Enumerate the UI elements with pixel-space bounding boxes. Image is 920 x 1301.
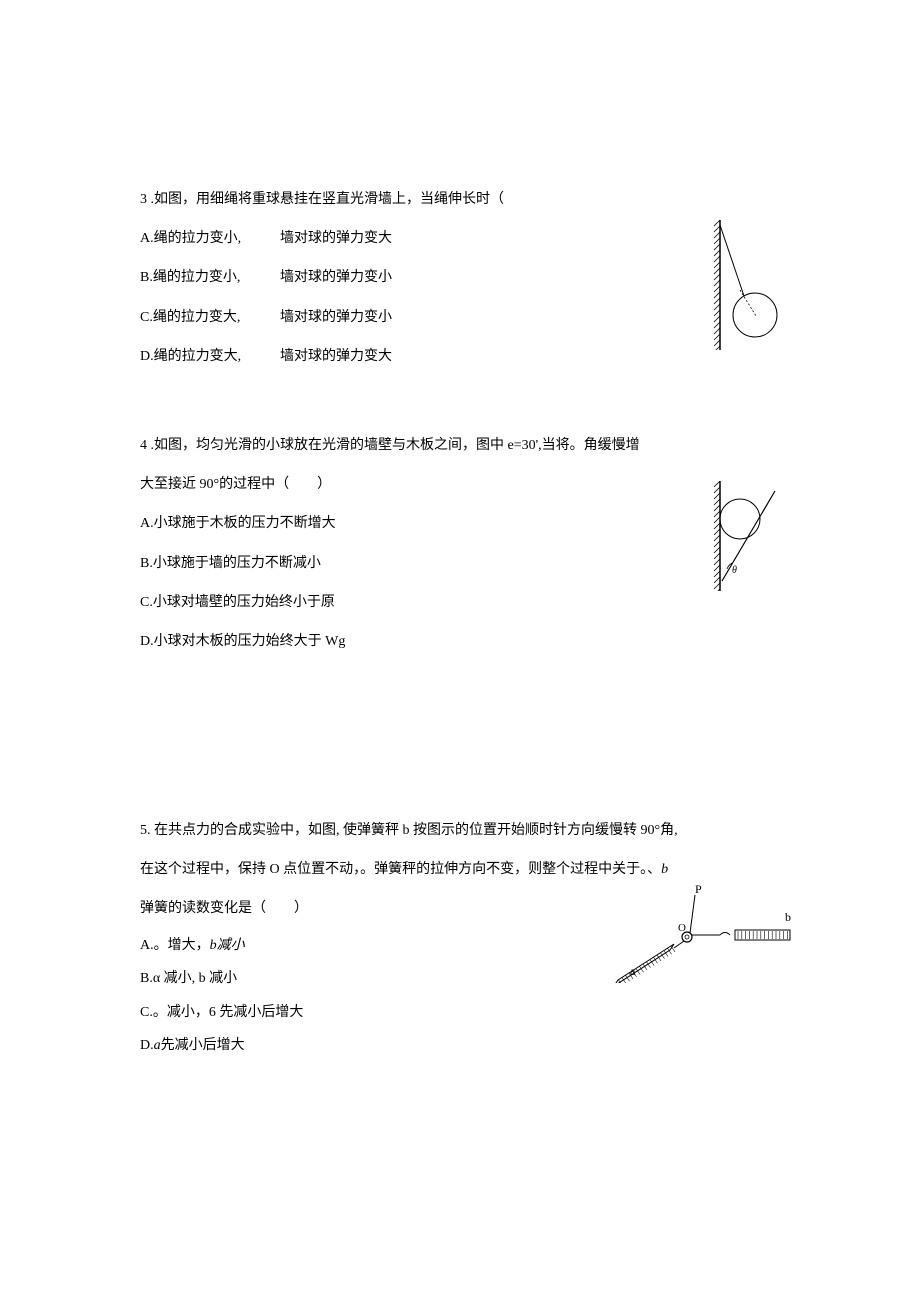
svg-text:a: a [630, 964, 636, 978]
svg-text:b: b [785, 910, 791, 924]
q4-number: 4 [140, 438, 147, 453]
q4-line1-text: .如图，均匀光滑的小球放在光滑的墙壁与木板之间，图中 e=30',当将。角缓慢增 [147, 438, 640, 453]
q3-a-part1: A.绳的拉力变小, [140, 219, 280, 258]
q5-c-pre: C.。减小，6 先减小后增大 [140, 996, 303, 1030]
q5-figure: P Oa b [600, 883, 800, 983]
q3-figure [700, 220, 780, 350]
q3-option-d: D.绳的拉力变大, 墙对球的弹力变大 [140, 337, 790, 376]
q5-d-mid: a [154, 1029, 161, 1063]
q3-option-c: C.绳的拉力变大, 墙对球的弹力变小 [140, 298, 790, 337]
q4-b-text: B.小球施于墙的压力不断减小 [140, 544, 321, 583]
q3-option-a: A.绳的拉力变小, 墙对球的弹力变大 [140, 219, 790, 258]
q5-option-d: D.a 先减小后增大 [140, 1029, 790, 1063]
q5-line2-b: b [661, 862, 668, 877]
q3-a-part2: 墙对球的弹力变大 [280, 219, 392, 258]
q5-d-post: 先减小后增大 [161, 1029, 245, 1063]
question-3: 3 .如图，用细绳将重球悬挂在竖直光滑墙上，当绳伸长时（ A.绳的拉力变小, 墙… [140, 180, 790, 376]
q4-option-a: A.小球施于木板的压力不断增大 [140, 504, 790, 543]
q3-b-part1: B.绳的拉力变小, [140, 258, 280, 297]
q4-option-c: C.小球对墙壁的压力始终小于原 [140, 583, 790, 622]
q5-a-mid: b [210, 929, 217, 963]
q5-option-c: C.。减小，6 先减小后增大 [140, 996, 790, 1030]
q3-b-part2: 墙对球的弹力变小 [280, 258, 392, 297]
spacer [140, 711, 790, 811]
q3-c-part1: C.绳的拉力变大, [140, 298, 280, 337]
question-4: 4 .如图，均匀光滑的小球放在光滑的墙壁与木板之间，图中 e=30',当将。角缓… [140, 426, 790, 661]
q4-d-text: D.小球对木板的压力始终大于 Wg [140, 622, 345, 661]
q5-line2-a: 在这个过程中，保持 O 点位置不动，。弹簧秤的拉伸方向不变，则整个过程中关于。、 [140, 862, 661, 877]
q5-d-pre: D. [140, 1029, 154, 1063]
q4-a-text: A.小球施于木板的压力不断增大 [140, 504, 336, 543]
q4-line2: 大至接近 90°的过程中（ ） [140, 465, 790, 504]
svg-text:θ: θ [732, 565, 737, 576]
q3-option-b: B.绳的拉力变小, 墙对球的弹力变小 [140, 258, 790, 297]
svg-text:P: P [695, 883, 702, 896]
q3-stem: 3 .如图，用细绳将重球悬挂在竖直光滑墙上，当绳伸长时（ [140, 180, 790, 219]
q3-d-part1: D.绳的拉力变大, [140, 337, 280, 376]
q3-d-part2: 墙对球的弹力变大 [280, 337, 392, 376]
q5-a-pre: A.。增大， [140, 929, 210, 963]
q3-stem-text: .如图，用细绳将重球悬挂在竖直光滑墙上，当绳伸长时（ [147, 192, 504, 207]
q4-option-b: B.小球施于墙的压力不断减小 [140, 544, 790, 583]
q4-option-d: D.小球对木板的压力始终大于 Wg [140, 622, 790, 661]
question-5: 5. 在共点力的合成实验中，如图, 使弹簧秤 b 按图示的位置开始顺时针方向缓慢… [140, 811, 790, 1063]
q5-a-post: 减小 [217, 929, 245, 963]
q3-c-part2: 墙对球的弹力变小 [280, 298, 392, 337]
q4-figure: θ [700, 481, 780, 591]
q4-line1: 4 .如图，均匀光滑的小球放在光滑的墙壁与木板之间，图中 e=30',当将。角缓… [140, 426, 790, 465]
q3-number: 3 [140, 192, 147, 207]
q5-line1: 5. 在共点力的合成实验中，如图, 使弹簧秤 b 按图示的位置开始顺时针方向缓慢… [140, 811, 790, 850]
q4-c-text: C.小球对墙壁的压力始终小于原 [140, 583, 335, 622]
q5-b-pre: B.α 减小, b 减小 [140, 962, 237, 996]
svg-text:O: O [678, 922, 686, 934]
